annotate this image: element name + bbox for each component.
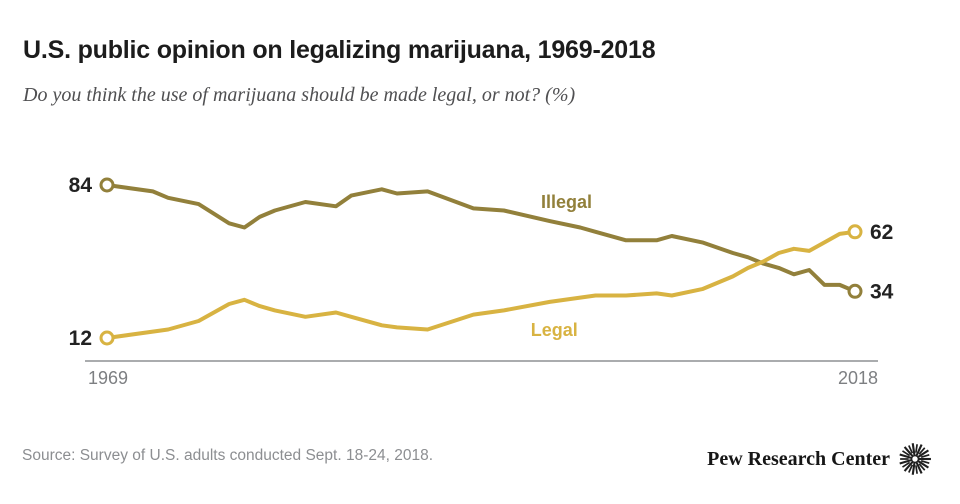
logo-spoke <box>908 464 914 473</box>
illegal-line <box>105 183 857 294</box>
logo-spoke <box>915 444 918 453</box>
logo-spoke <box>902 461 911 468</box>
logo-spoke <box>915 460 923 474</box>
illegal-end-value-label: 34 <box>870 280 894 303</box>
legal-start-value-label: 12 <box>69 327 92 350</box>
chart-series-layer: 84 34 Illegal 12 62 Legal <box>69 174 894 350</box>
page-title: U.S. public opinion on legalizing mariju… <box>23 36 656 64</box>
logo-spoke <box>915 444 923 458</box>
logo-spoke <box>899 458 913 465</box>
pew-logo-icon <box>899 443 931 475</box>
logo-spoke <box>916 459 929 469</box>
illegal-series-label: Illegal <box>541 192 592 212</box>
legal-end-value-label: 62 <box>870 221 893 244</box>
illegal-end-marker <box>847 283 863 299</box>
page-subtitle: Do you think the use of marijuana should… <box>23 84 576 106</box>
logo-spoke <box>903 460 915 472</box>
illegal-start-marker <box>99 177 115 193</box>
logo-spoke <box>899 453 913 460</box>
illegal-start-value-label: 84 <box>69 174 93 197</box>
x-tick-end: 2018 <box>838 368 878 388</box>
source-note: Source: Survey of U.S. adults conducted … <box>22 447 433 464</box>
logo-spoke <box>920 453 930 459</box>
legal-end-marker <box>847 224 863 240</box>
logo-spoke <box>903 446 915 458</box>
logo-spoke <box>911 443 916 457</box>
x-tick-start: 1969 <box>88 368 128 388</box>
legal-line <box>105 229 857 340</box>
logo-spoke <box>911 461 916 475</box>
logo-spoke <box>902 450 911 457</box>
logo-spoke <box>915 465 918 474</box>
legal-start-marker <box>99 330 115 346</box>
brand-wordmark: Pew Research Center <box>707 447 890 470</box>
logo-spoke <box>918 463 926 471</box>
pew-branding: Pew Research Center <box>707 442 932 476</box>
logo-spoke <box>916 449 929 459</box>
legal-series-label: Legal <box>531 320 578 340</box>
logo-spoke <box>918 447 926 455</box>
logo-spoke <box>908 445 914 454</box>
logo-spoke <box>920 459 930 465</box>
